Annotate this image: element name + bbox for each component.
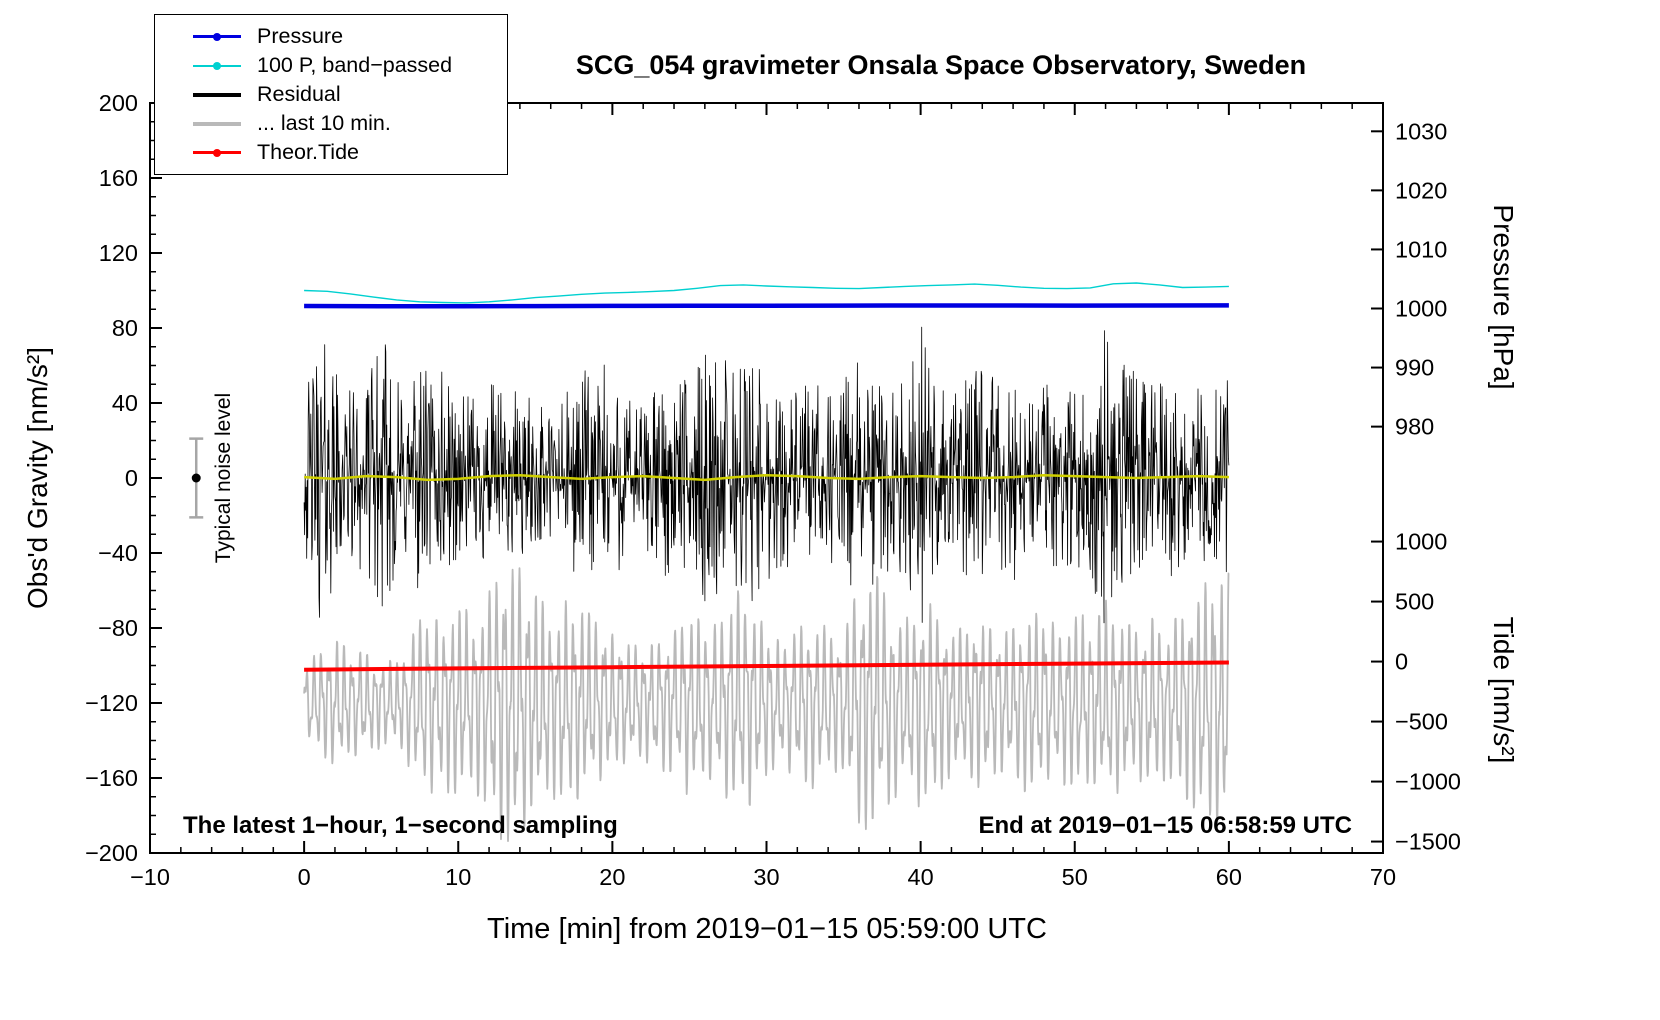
pressure-axis-label: Pressure [hPa] [1488, 204, 1519, 390]
series-theor-tide [304, 660, 1229, 672]
legend-item-100-p-band-passed: 100 P, band−passed [155, 51, 507, 80]
legend-symbol [193, 32, 241, 41]
legend-symbol [193, 148, 241, 157]
legend-symbol [193, 121, 241, 126]
chart-series [303, 282, 1230, 842]
x-tick-label: −10 [130, 864, 170, 890]
legend-dot [213, 61, 221, 70]
time-axis-label: Time [min] from 2019−01−15 05:59:00 UTC [487, 913, 1047, 945]
x-tick-label: 50 [1062, 864, 1088, 890]
legend-symbol [193, 61, 241, 70]
gravity-axis-label: Obs'd Gravity [nm/s²] [22, 346, 53, 610]
series-residual-smoothed [304, 473, 1229, 482]
pressure-tick-label: 1020 [1395, 177, 1447, 203]
noise-level-label: Typical noise level [212, 392, 235, 564]
gravity-tick-label: 80 [112, 315, 138, 341]
series-residual [303, 326, 1230, 624]
legend-box: Pressure 100 P, band−passed Residual ... la… [154, 14, 508, 175]
gravity-tick-label: −200 [85, 840, 138, 866]
series-pressure [304, 303, 1229, 309]
legend-item-last-10-min: ... last 10 min. [155, 109, 507, 138]
legend-dot [213, 148, 221, 157]
chart-title: SCG_054 gravimeter Onsala Space Observat… [575, 50, 1307, 80]
gravity-tick-label: −40 [98, 540, 138, 566]
pressure-tick-label: 1030 [1395, 118, 1447, 144]
axis-ticks [149, 102, 1384, 854]
legend-label: Pressure [257, 24, 344, 48]
end-time-annotation: End at 2019−01−15 06:58:59 UTC [978, 812, 1352, 839]
series-100-p-band-passed [304, 282, 1229, 304]
tide-tick-label: 1000 [1395, 529, 1447, 555]
tide-tick-label: 0 [1395, 649, 1408, 675]
series-last-10-min [303, 567, 1230, 842]
x-tick-label: 0 [298, 864, 311, 890]
legend-label: Residual [257, 82, 341, 106]
legend-dot [213, 32, 221, 41]
legend-label: 100 P, band−passed [257, 53, 453, 77]
gravity-tick-label: 0 [125, 465, 138, 491]
gravity-tick-label: −80 [98, 615, 138, 641]
x-tick-label: 20 [599, 864, 625, 890]
x-tick-label: 30 [753, 864, 779, 890]
pressure-tick-label: 1000 [1395, 296, 1447, 322]
legend-symbol [193, 92, 241, 97]
noise-level-marker [189, 437, 204, 519]
x-tick-label: 10 [445, 864, 471, 890]
legend-item-theor-tide: Theor.Tide [155, 138, 507, 167]
gravity-tick-label: −160 [85, 765, 138, 791]
tide-tick-label: −1500 [1395, 829, 1461, 855]
pressure-tick-label: 1010 [1395, 236, 1447, 262]
tide-tick-label: −500 [1395, 709, 1448, 735]
legend-item-pressure: Pressure [155, 22, 507, 51]
gravity-tick-label: 200 [99, 90, 138, 116]
tide-tick-label: −1000 [1395, 769, 1461, 795]
x-tick-label: 40 [908, 864, 934, 890]
legend-label: ... last 10 min. [257, 111, 391, 135]
tide-axis-label: Tide [nm/s²] [1488, 616, 1519, 764]
gravity-tick-label: 40 [112, 390, 138, 416]
gravity-tick-label: 120 [99, 240, 138, 266]
pressure-tick-label: 980 [1395, 414, 1434, 440]
sampling-annotation: The latest 1−hour, 1−second sampling [183, 812, 618, 839]
axis-tick-labels: −10 0 10 20 30 40 50 60 7020016012080400−40−80−1… [85, 90, 1461, 890]
pressure-tick-label: 990 [1395, 355, 1434, 381]
gravity-tick-label: 160 [99, 165, 138, 191]
legend-label: Theor.Tide [257, 140, 359, 164]
legend-item-residual: Residual [155, 80, 507, 109]
tide-tick-label: 500 [1395, 589, 1434, 615]
gravity-tick-label: −120 [85, 690, 138, 716]
x-tick-label: 60 [1216, 864, 1242, 890]
x-tick-label: 70 [1370, 864, 1396, 890]
